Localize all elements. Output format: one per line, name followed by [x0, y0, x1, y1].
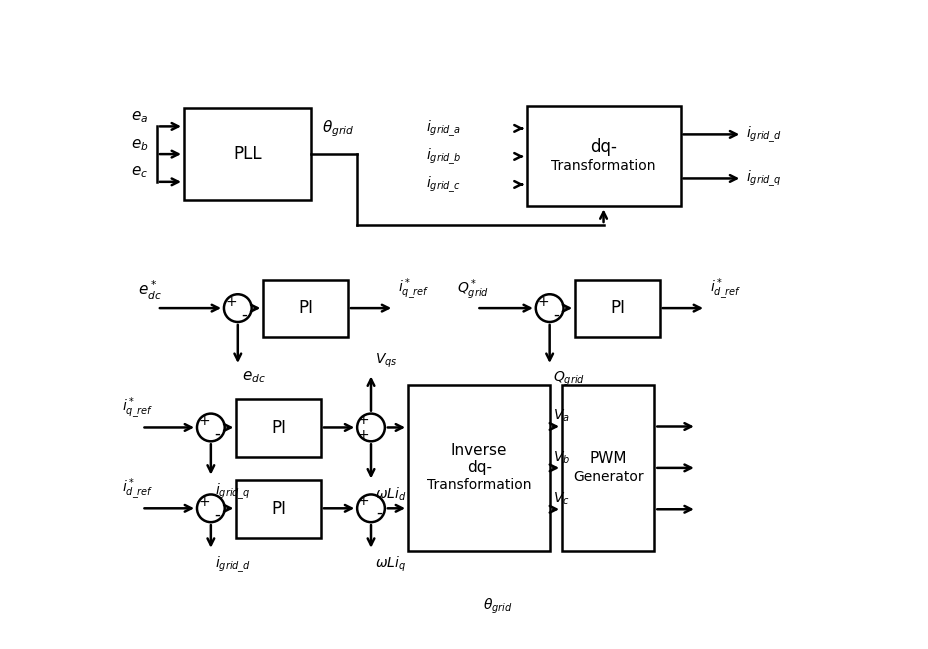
Text: -: -: [213, 506, 220, 524]
Text: $i_{grid\_q}$: $i_{grid\_q}$: [214, 482, 250, 502]
Bar: [263, 280, 347, 337]
Text: PLL: PLL: [233, 145, 262, 163]
Text: +: +: [537, 295, 548, 309]
Text: $\omega Li_q$: $\omega Li_q$: [375, 554, 406, 574]
Text: +: +: [226, 295, 238, 309]
Bar: [407, 385, 549, 550]
Text: Transformation: Transformation: [550, 158, 655, 173]
Text: $V_a$: $V_a$: [552, 408, 569, 424]
Text: $e_{dc}$: $e_{dc}$: [241, 370, 265, 386]
Text: $\theta_{grid}$: $\theta_{grid}$: [322, 118, 354, 139]
Text: $e_a$: $e_a$: [131, 109, 148, 125]
Text: $i^*_{d\_ref}$: $i^*_{d\_ref}$: [709, 276, 741, 302]
Text: $i_{grid\_c}$: $i_{grid\_c}$: [426, 174, 461, 195]
Text: $V_b$: $V_b$: [552, 449, 569, 465]
Text: PI: PI: [298, 299, 313, 317]
Text: $Q_{grid}$: $Q_{grid}$: [553, 370, 585, 388]
Text: Inverse: Inverse: [450, 443, 507, 458]
Bar: [236, 399, 320, 457]
Text: -: -: [375, 504, 381, 522]
Text: $e_c$: $e_c$: [132, 165, 148, 180]
Text: PI: PI: [271, 419, 286, 437]
Bar: [236, 480, 320, 537]
Text: $i_{grid\_q}$: $i_{grid\_q}$: [745, 168, 780, 189]
Text: $V_c$: $V_c$: [552, 491, 569, 507]
Text: $i_{grid\_a}$: $i_{grid\_a}$: [426, 118, 461, 139]
Text: +: +: [199, 414, 211, 428]
Text: +: +: [357, 428, 368, 442]
Text: PI: PI: [271, 500, 286, 518]
Text: $V_{qs}$: $V_{qs}$: [375, 351, 397, 370]
Text: Generator: Generator: [573, 470, 643, 484]
Text: $i_{grid\_d}$: $i_{grid\_d}$: [745, 124, 781, 145]
Text: $e^*_{dc}$: $e^*_{dc}$: [137, 279, 161, 302]
Bar: [526, 106, 680, 206]
Text: -: -: [213, 424, 220, 443]
Text: +: +: [357, 413, 368, 427]
Text: $i_{grid\_d}$: $i_{grid\_d}$: [214, 554, 251, 575]
Text: PI: PI: [610, 299, 625, 317]
Text: $i^*_{q\_ref}$: $i^*_{q\_ref}$: [397, 276, 429, 302]
Text: -: -: [552, 305, 558, 323]
Text: dq-: dq-: [589, 138, 616, 156]
Text: +: +: [357, 494, 368, 508]
Text: $e_b$: $e_b$: [131, 137, 148, 153]
Text: +: +: [199, 495, 211, 509]
Text: dq-: dq-: [466, 460, 491, 475]
Text: $i^*_{d\_ref}$: $i^*_{d\_ref}$: [122, 476, 154, 502]
Text: $Q^*_{grid}$: $Q^*_{grid}$: [457, 278, 489, 302]
Text: Transformation: Transformation: [427, 478, 531, 492]
Text: $\theta_{grid}$: $\theta_{grid}$: [483, 597, 512, 616]
Text: PWM: PWM: [588, 451, 626, 466]
Bar: [561, 385, 653, 550]
Text: $i^*_{q\_ref}$: $i^*_{q\_ref}$: [122, 396, 154, 421]
Text: $\omega Li_d$: $\omega Li_d$: [375, 485, 406, 502]
Text: $i_{grid\_b}$: $i_{grid\_b}$: [426, 146, 461, 167]
Text: -: -: [240, 305, 247, 323]
Bar: [184, 108, 311, 201]
Bar: [574, 280, 659, 337]
